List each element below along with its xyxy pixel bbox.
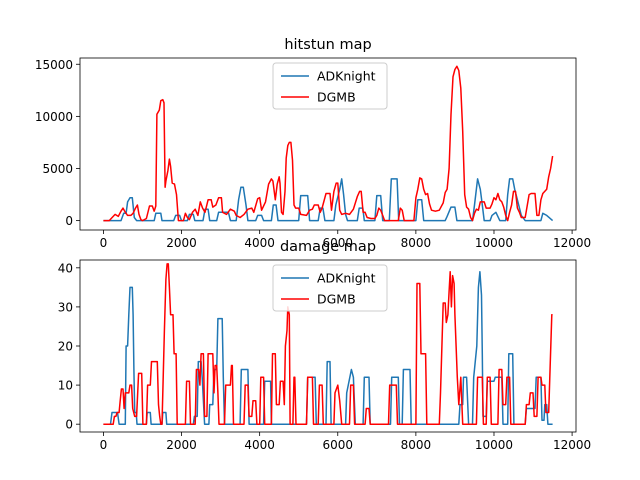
damage-series-adknight-line [103,270,553,425]
damage-y-tick-label: 40 [58,261,73,275]
hitstun-y-tick-label: 15000 [35,58,73,72]
hitstun-y-tick-label: 5000 [42,162,73,176]
damage-y-tick-label: 20 [58,340,73,354]
hitstun-series-adknight-line [103,178,554,222]
damage-y-tick-label: 0 [65,418,73,432]
damage-legend-label-dgmb: DGMB [317,292,356,307]
damage-x-tick-label: 2000 [166,438,197,452]
damage-x-tick-label: 6000 [322,438,353,452]
damage-y-tick-label: 10 [58,379,73,393]
hitstun-x-tick-label: 8000 [401,236,432,250]
damage-y-tick-label: 30 [58,300,73,314]
damage-x-tick-label: 12000 [553,438,591,452]
hitstun-x-tick-label: 4000 [244,236,275,250]
hitstun-series-dgmb-line [103,65,554,222]
hitstun-axes-frame [79,57,577,231]
damage-x-tick-label: 4000 [244,438,275,452]
hitstun-y-tick-label: 10000 [35,110,73,124]
hitstun-x-tick-label: 2000 [166,236,197,250]
damage-chart-title: damage map [280,239,376,255]
hitstun-x-tick-label: 6000 [322,236,353,250]
damage-x-tick-label: 10000 [475,438,513,452]
hitstun-x-tick-label: 10000 [475,236,513,250]
hitstun-legend-label-dgmb: DGMB [317,90,356,105]
damage-x-tick-label: 8000 [401,438,432,452]
damage-series-dgmb-line [103,263,553,425]
hitstun-y-tick-label: 0 [65,214,73,228]
damage-x-tick-label: 0 [100,438,108,452]
hitstun-x-tick-label: 0 [100,236,108,250]
hitstun-x-tick-label: 12000 [553,236,591,250]
hitstun-chart-title: hitstun map [284,37,371,53]
damage-legend-label-adknight: ADKnight [317,271,376,286]
hitstun-legend-label-adknight: ADKnight [317,69,376,84]
